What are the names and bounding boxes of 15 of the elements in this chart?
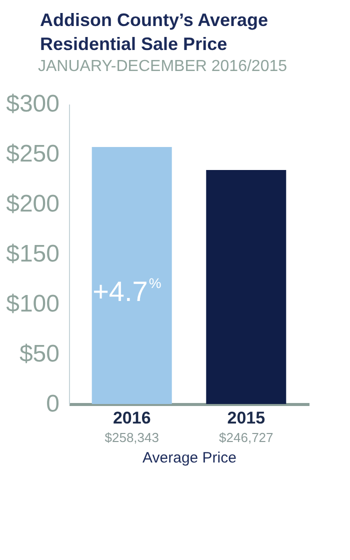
- y-tick-label: $100: [6, 290, 60, 318]
- x-axis-title: Average Price: [142, 450, 236, 466]
- chart-title: Addison County’s Average Residential Sale Price: [40, 9, 270, 56]
- y-tick-label: $300: [6, 90, 60, 118]
- text: $246,727: [219, 430, 274, 445]
- x-tick-label: 2016: [112, 408, 151, 428]
- chart-subtitle: JANUARY-DECEMBER 2016/2015: [38, 58, 288, 76]
- y-tick-label: $150: [6, 240, 60, 268]
- y-tick-label: $250: [6, 140, 60, 168]
- x-tick-label: 2015: [227, 408, 266, 428]
- annotation: +4.7%: [92, 275, 162, 307]
- y-tick-label: 0: [46, 390, 60, 418]
- y-tick-label: $200: [6, 190, 60, 218]
- text: $258,343: [104, 430, 159, 445]
- y-tick-label: $50: [19, 340, 60, 368]
